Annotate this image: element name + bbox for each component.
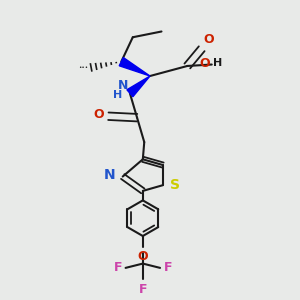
- Text: F: F: [164, 261, 172, 274]
- Text: •••: •••: [78, 65, 88, 70]
- Text: N: N: [118, 79, 128, 92]
- Text: O: O: [200, 57, 210, 70]
- Text: F: F: [139, 283, 147, 296]
- Polygon shape: [127, 76, 150, 97]
- Text: H: H: [113, 90, 123, 100]
- Polygon shape: [119, 58, 150, 76]
- Text: F: F: [114, 261, 122, 274]
- Text: N: N: [104, 168, 116, 182]
- Text: S: S: [170, 178, 180, 192]
- Text: O: O: [203, 33, 214, 46]
- Text: O: O: [93, 108, 104, 121]
- Text: H: H: [213, 58, 222, 68]
- Text: O: O: [137, 250, 148, 263]
